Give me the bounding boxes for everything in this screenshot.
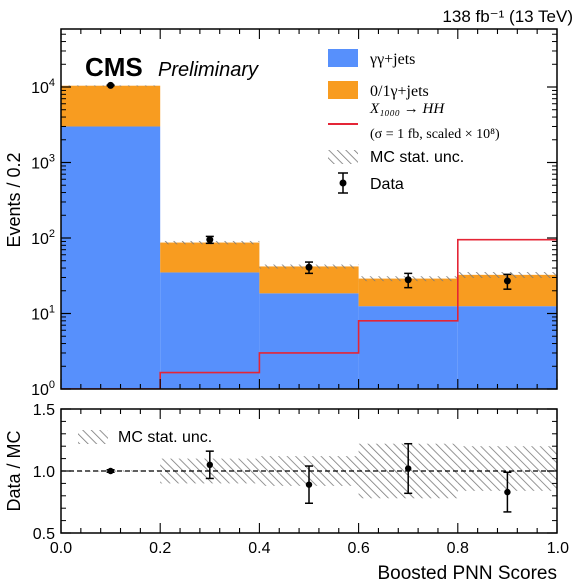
x-axis-label: Boosted PNN Scores — [377, 563, 557, 584]
ratio-legend-swatch — [78, 430, 108, 444]
x-tick-label-2: 0.4 — [248, 540, 270, 557]
legend-data-marker — [339, 179, 347, 187]
stacked-bars — [61, 85, 557, 389]
bar-series1-bin0 — [61, 85, 161, 127]
x-tick-label-1: 0.2 — [149, 540, 171, 557]
top-axis-ticks: 100 101 102 103 104 — [31, 29, 558, 399]
legend-label-gamma-jets: 0/1γ+jets — [370, 83, 429, 100]
data-points — [106, 81, 512, 290]
ratio-point-0 — [107, 467, 114, 475]
ratio-points — [106, 442, 512, 513]
data-point-2 — [305, 263, 313, 271]
data-point-3 — [404, 276, 412, 284]
legend-swatch-mc-unc — [328, 150, 358, 164]
legend-swatch-gamma-jets — [328, 81, 358, 99]
top-ytick-label-2: 102 — [31, 228, 55, 248]
ratio-point-4 — [504, 488, 511, 496]
data-point-1 — [206, 236, 214, 244]
top-ytick-label-3: 103 — [31, 153, 55, 173]
cms-label: CMS — [85, 52, 143, 82]
bar-series1-bin1 — [160, 242, 260, 273]
bar-series0-bin0 — [61, 126, 161, 389]
x-tick-label-3: 0.6 — [347, 540, 369, 557]
ratio-point-3 — [405, 465, 412, 472]
legend-label-signal-note: (σ = 1 fb, scaled × 10⁸) — [370, 127, 500, 142]
legend-swatch-gamma-gamma — [328, 49, 358, 67]
ratio-ytick-label-0: 0.5 — [33, 526, 55, 543]
x-tick-label-5: 1.0 — [547, 540, 569, 557]
top-ytick-label-1: 101 — [31, 304, 55, 324]
ratio-ytick-label-2: 1.5 — [33, 402, 55, 419]
legend-label-gamma-gamma: γγ+jets — [369, 51, 415, 68]
legend-label-signal: X₁₀₀₀ → HH — [369, 101, 445, 117]
data-point-0 — [107, 81, 115, 89]
top-y-axis-label: Events / 0.2 — [4, 152, 24, 247]
ratio-y-axis-label: Data / MC — [4, 430, 24, 511]
legend-label-data: Data — [370, 176, 404, 193]
top-panel-frame — [60, 28, 558, 390]
legend-label-mc-unc: MC stat. unc. — [370, 149, 464, 166]
ratio-legend-label: MC stat. unc. — [118, 429, 212, 446]
bar-series0-bin1 — [160, 272, 260, 389]
ratio-point-2 — [305, 481, 313, 488]
bar-series0-bin3 — [358, 306, 458, 389]
bar-series0-bin2 — [259, 293, 359, 389]
x-tick-label-0: 0.0 — [50, 540, 72, 557]
x-tick-label-4: 0.8 — [447, 540, 469, 557]
legend: γγ+jets 0/1γ+jets X₁₀₀₀ → HH (σ = 1 fb, … — [328, 49, 500, 194]
ratio-point-1 — [206, 461, 213, 468]
top-ytick-label-0: 100 — [31, 379, 55, 399]
ratio-axis-ticks: 0.5 1.0 1.5 0.0 0.2 0.4 0.6 0.8 1.0 — [33, 402, 569, 557]
top-ytick-label-4: 104 — [31, 77, 55, 97]
data-point-4 — [503, 277, 511, 285]
bar-series0-bin4 — [457, 306, 557, 389]
preliminary-label: Preliminary — [158, 59, 259, 81]
lumi-label: 138 fb⁻¹ (13 TeV) — [442, 7, 573, 26]
ratio-ytick-label-1: 1.0 — [33, 464, 55, 481]
